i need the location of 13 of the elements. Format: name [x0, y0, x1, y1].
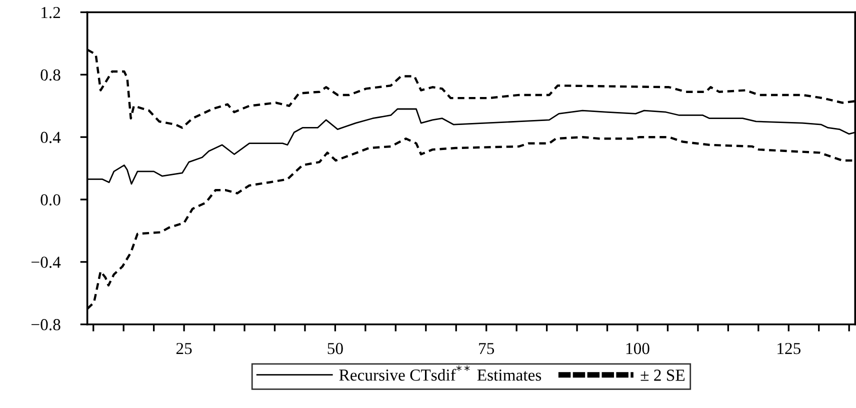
y-tick-label: 1.2: [42, 6, 60, 18]
y-tick-label: −0.4: [32, 256, 61, 268]
y-tick-label: 0.4: [40, 132, 61, 144]
x-tick-label: 75: [479, 343, 494, 354]
y-tick-label: −0.8: [32, 319, 60, 330]
y-tick-label: 0.0: [40, 194, 60, 206]
x-tick-label: 125: [778, 342, 800, 354]
y-tick-label: 0.8: [40, 69, 60, 81]
x-tick-label: 100: [626, 342, 650, 354]
legend-label: Recursive CTsdif$^{**}$ Estimates: [339, 366, 542, 381]
x-tick-label: 50: [328, 342, 343, 354]
x-tick-label: 25: [176, 342, 192, 354]
legend-label: ± 2 SE: [640, 370, 685, 381]
